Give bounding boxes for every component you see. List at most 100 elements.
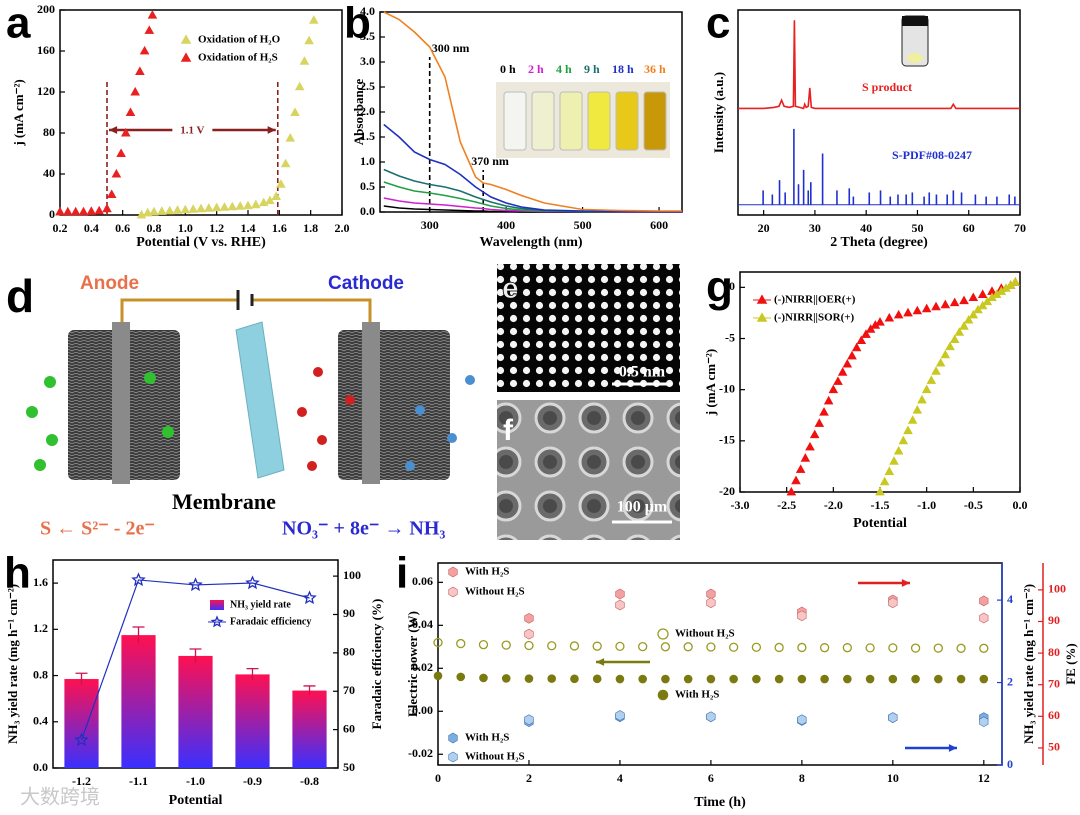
data-point (847, 350, 857, 360)
x-tick-label: -1.5 (871, 498, 890, 512)
x-tick-label: 0.0 (1013, 498, 1028, 512)
legend-label: 18 h (612, 62, 634, 76)
data-point (615, 710, 625, 721)
x-axis-label: Time (h) (694, 795, 746, 810)
y2-tick-label: 2 (1007, 674, 1013, 688)
y-tick-label: 120 (37, 84, 55, 98)
cathode-plate (362, 322, 380, 484)
legend-label: 36 h (644, 62, 666, 76)
data-point (875, 316, 885, 326)
data-point (235, 201, 245, 210)
data-point (448, 586, 458, 598)
x-tick-label: 2.0 (335, 221, 350, 235)
data-point (954, 327, 965, 336)
data-point (524, 628, 534, 640)
legend-label: With H₂S (675, 689, 719, 701)
data-point (911, 674, 920, 684)
sem-image (497, 400, 680, 540)
data-point (570, 674, 579, 684)
y-tick-label: 3.5 (360, 29, 375, 43)
vial-photo (496, 82, 670, 158)
data-point (931, 301, 941, 311)
x-tick-label: 0.4 (84, 221, 99, 235)
data-point (979, 595, 989, 607)
data-point (245, 575, 260, 590)
legend-label: 9 h (584, 62, 600, 76)
data-point (979, 674, 989, 684)
data-point (290, 107, 300, 116)
data-point (74, 732, 89, 747)
data-point (501, 640, 511, 650)
data-point (843, 674, 852, 684)
data-point (294, 81, 305, 91)
data-point (973, 304, 983, 314)
y-axis-label: Electric power (W) (405, 611, 420, 717)
data-point (102, 203, 112, 213)
legend-label: (-)NIRR||OER(+) (774, 294, 856, 306)
data-point (78, 206, 89, 216)
vial (643, 91, 667, 151)
axis-arrow-head (948, 744, 957, 752)
x-tick-label: 4 (617, 771, 623, 785)
data-point (833, 376, 843, 385)
data-point (926, 375, 937, 384)
data-point (977, 300, 988, 310)
data-point (135, 66, 145, 75)
anode-label: Anode (80, 273, 139, 294)
data-point (280, 158, 291, 168)
panel-label: a (6, 0, 31, 48)
x-tick-label: -0.5 (964, 498, 983, 512)
data-point (797, 642, 807, 653)
x-tick-label: 0.8 (147, 221, 162, 235)
y-tick-label: 160 (37, 43, 55, 57)
data-point (592, 641, 602, 651)
data-point (910, 643, 921, 653)
error-bar (189, 648, 202, 663)
data-point (638, 674, 647, 684)
legend-label: S-PDF#08-0247 (892, 148, 972, 162)
data-point (893, 309, 904, 319)
data-point (979, 716, 989, 728)
data-point (884, 466, 895, 475)
data-point (456, 672, 466, 682)
data-point (94, 205, 104, 215)
data-point (70, 206, 81, 216)
data-point (851, 342, 862, 352)
data-point (903, 307, 913, 317)
data-point (204, 203, 214, 212)
x-tick-label: 2 (526, 771, 532, 785)
data-point (963, 314, 974, 324)
y2-tick-label: 50 (343, 760, 355, 774)
x-tick-label: -1.0 (186, 774, 205, 788)
y2-tick-label: 90 (343, 606, 355, 620)
scale-label: 0.5 nm (619, 364, 666, 381)
x-tick-label: 0.6 (115, 221, 130, 235)
data-point (861, 329, 871, 338)
x-axis-label: Potential (V vs. RHE) (136, 235, 266, 250)
data-point (683, 642, 693, 652)
data-point (979, 643, 989, 653)
x-tick-label: 40 (860, 221, 872, 235)
data-point (791, 475, 801, 485)
legend-label: Without H₂S (465, 586, 525, 598)
scale-label: 100 μm (617, 499, 668, 516)
x-tick-label: 60 (963, 221, 975, 235)
data-point (956, 674, 966, 684)
x-tick-label: 0.2 (53, 221, 68, 235)
axis-arrow-head (596, 658, 605, 666)
data-point (752, 674, 761, 684)
legend-label: With H₂S (465, 566, 509, 578)
data-point (180, 204, 191, 214)
legend-label: 4 h (556, 62, 572, 76)
bar (178, 655, 213, 768)
data-point (448, 732, 458, 744)
data-point (756, 294, 768, 304)
x-tick-label: 1.6 (272, 221, 287, 235)
y-tick-label: 0.00 (412, 703, 433, 717)
membrane (235, 321, 285, 479)
data-point (888, 674, 898, 684)
bar (64, 679, 99, 768)
data-point (308, 15, 319, 24)
series-line (738, 20, 1020, 110)
x-tick-label: 1.8 (303, 221, 318, 235)
